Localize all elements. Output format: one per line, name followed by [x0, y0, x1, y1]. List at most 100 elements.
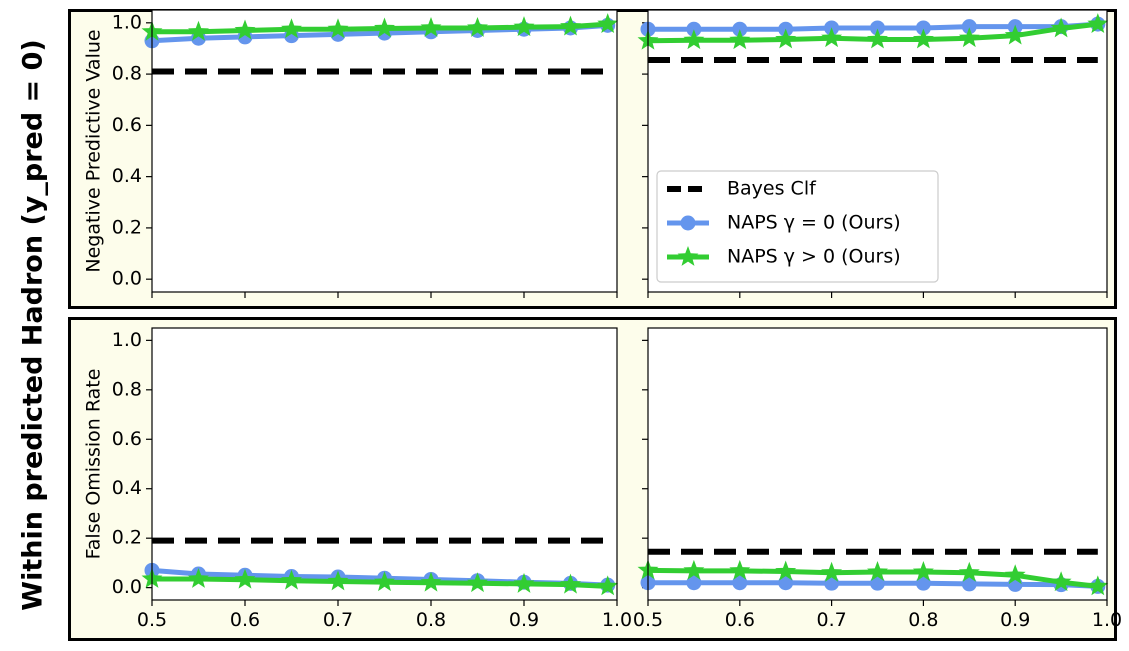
legend-label: NAPS γ > 0 (Ours): [727, 246, 901, 268]
data-point: [513, 572, 535, 593]
y-tick-label: 0.8: [112, 63, 142, 85]
data-point: [327, 570, 349, 591]
series-naps0: [640, 575, 1106, 594]
data-point: [560, 15, 581, 36]
data-point: [775, 560, 797, 581]
data-point: [281, 18, 302, 39]
y-tick-label: 0.6: [112, 114, 142, 136]
legend-entry-naps1: NAPS γ > 0 (Ours): [667, 246, 901, 268]
y-tick-label: 0.6: [112, 428, 142, 450]
x-tick-label: 0.6: [725, 609, 755, 631]
series-naps1: [637, 559, 1109, 596]
axes-background: [152, 10, 617, 292]
data-point: [870, 20, 885, 36]
x-tick-label: 0.9: [509, 609, 539, 631]
legend-swatch-marker: [677, 246, 699, 266]
data-point: [961, 576, 977, 592]
data-point: [1050, 17, 1072, 38]
x-tick-label: 0.5: [633, 609, 663, 631]
y-axis-label: False Omission Rate: [83, 369, 105, 560]
x-tick-label: 0.7: [816, 609, 846, 631]
data-point: [729, 29, 751, 50]
data-point: [915, 20, 931, 36]
x-tick-label: 0.9: [1000, 609, 1030, 631]
data-point: [821, 27, 843, 48]
y-tick-label: 0.4: [112, 477, 142, 499]
data-point: [1087, 575, 1109, 596]
data-point: [729, 559, 751, 580]
data-point: [1050, 571, 1072, 592]
data-point: [234, 568, 256, 589]
data-point: [281, 569, 302, 590]
data-point: [420, 571, 442, 592]
data-point: [597, 575, 619, 596]
x-tick-label: 0.8: [416, 609, 446, 631]
chart-npv-left: 0.0 0.2 0.4 0.6 0.8 1.0 Negative Predictive Va…: [83, 9, 619, 298]
data-point: [188, 567, 209, 588]
data-point: [867, 28, 888, 49]
data-point: [420, 16, 442, 37]
data-point: [560, 573, 581, 594]
data-point: [1004, 24, 1026, 45]
series-naps1: [141, 13, 619, 41]
y-tick-label: 0.2: [112, 216, 142, 238]
data-point: [597, 13, 619, 33]
x-tick-label: 0.6: [230, 609, 260, 631]
x-tick-label: 1.0: [1092, 609, 1122, 631]
axes-border: [647, 9, 1108, 293]
legend-entry-bayes: Bayes Clf: [667, 178, 817, 200]
legend-label: Bayes Clf: [727, 178, 817, 200]
data-point: [961, 19, 977, 35]
axes-layer: 0.0 0.2 0.4 0.6 0.8 1.0 Negative Predictive Va…: [83, 9, 1122, 631]
x-tick-label: 0.5: [137, 609, 167, 631]
y-tick-label: 1.0: [112, 329, 142, 351]
axes-border: [151, 9, 618, 293]
y-tick-label: 0.8: [112, 378, 142, 400]
data-point: [683, 29, 705, 50]
data-point: [1004, 564, 1026, 585]
data-point: [732, 575, 748, 591]
data-point: [1087, 13, 1109, 33]
data-point: [867, 561, 888, 581]
data-point: [327, 18, 349, 39]
data-point: [958, 561, 980, 582]
data-point: [188, 20, 209, 41]
axes-border: [151, 327, 618, 601]
y-tick-label: 0.0: [112, 268, 142, 290]
legend-label: NAPS γ = 0 (Ours): [727, 212, 901, 234]
chart-for-right: 0.5 0.6 0.7 0.8 0.9 1.0: [633, 327, 1122, 631]
axes-background: [152, 328, 617, 600]
axes-background: [648, 328, 1107, 600]
data-point: [467, 572, 488, 593]
legend-swatch-marker: [680, 215, 696, 231]
data-point: [374, 17, 395, 38]
data-point: [374, 571, 395, 592]
series-naps1: [141, 567, 619, 596]
data-point: [912, 28, 934, 49]
y-axis-label: Negative Predictive Value: [83, 29, 105, 272]
data-point: [778, 575, 794, 591]
data-point: [513, 16, 535, 37]
data-point: [775, 28, 797, 49]
data-point: [912, 561, 934, 581]
data-point: [686, 575, 702, 591]
data-point: [958, 27, 980, 48]
x-tick-label: 1.0: [602, 609, 632, 631]
data-point: [915, 575, 931, 591]
data-point: [870, 575, 885, 591]
y-tick-label: 0.2: [112, 527, 142, 549]
data-point: [467, 16, 488, 37]
legend-box: [656, 170, 939, 283]
legend: Bayes Clf NAPS γ = 0 (Ours) NAPS γ > 0 (Ou…: [656, 170, 939, 283]
legend-entry-naps0: NAPS γ = 0 (Ours): [667, 212, 901, 234]
data-point: [234, 19, 256, 40]
data-point: [686, 21, 702, 37]
data-point: [683, 559, 705, 580]
x-tick-label: 0.8: [908, 609, 938, 631]
super-ylabel: Within predicted Hadron (y_pred = 0): [18, 39, 49, 610]
y-tick-label: 1.0: [112, 11, 142, 33]
data-point: [732, 21, 748, 37]
x-tick-label: 0.7: [323, 609, 353, 631]
axes-border: [647, 327, 1108, 601]
